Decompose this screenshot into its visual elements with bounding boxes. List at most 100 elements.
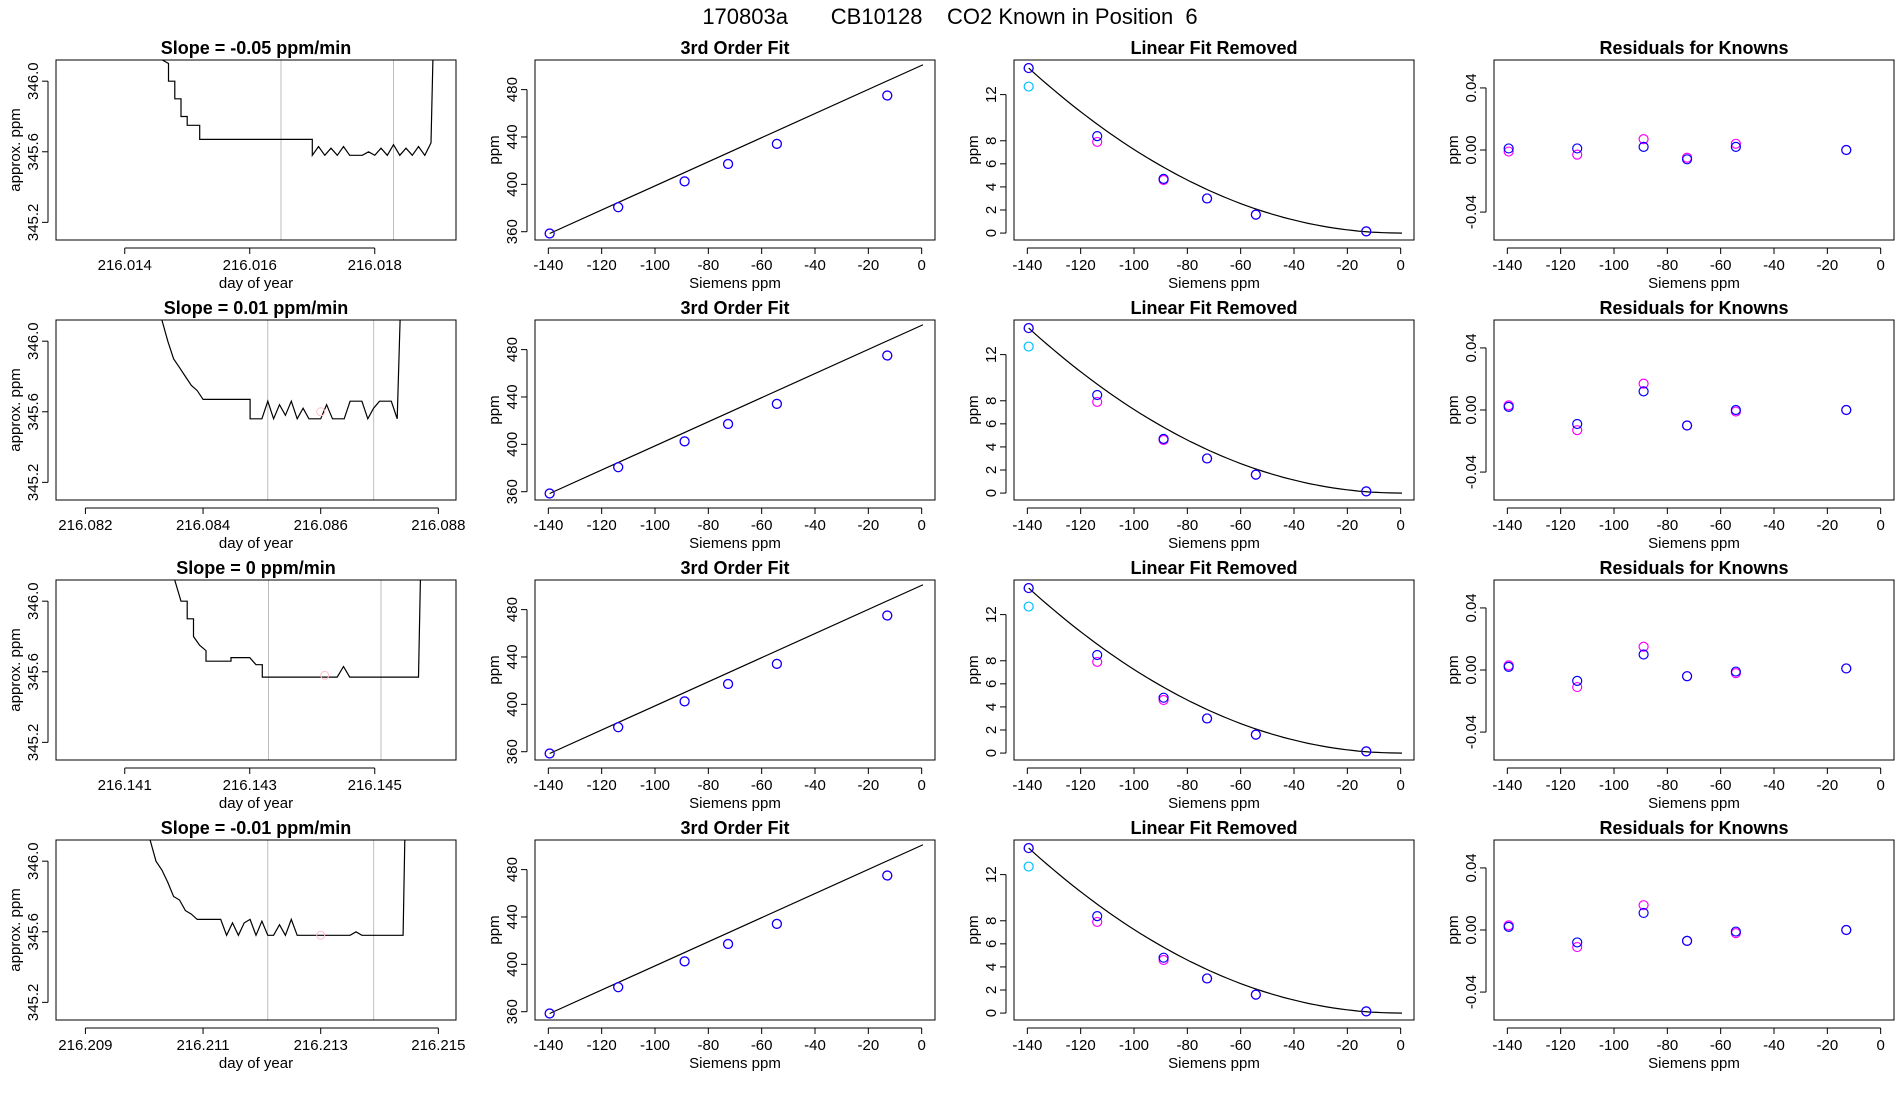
x-tick-label: -20 <box>857 257 879 274</box>
y-tick-label: 440 <box>504 904 521 929</box>
linear-panel-3: Linear Fit Removed -140 -120 -100 -80 -60 -40 -… <box>965 818 1415 1072</box>
fit-point <box>882 350 893 361</box>
magenta-point <box>1092 916 1103 928</box>
fit-curve <box>1028 67 1403 234</box>
plot-data <box>149 840 406 1020</box>
x-tick-label: -120 <box>1066 517 1096 534</box>
magenta-point <box>1730 138 1741 149</box>
blue-point <box>1023 842 1034 854</box>
y-tick-label: 346.0 <box>25 62 42 100</box>
y-tick-label: 0 <box>983 229 1000 237</box>
x-tick-label: -120 <box>1066 257 1096 274</box>
concentration-trace <box>174 580 421 678</box>
blue-point <box>1638 907 1649 919</box>
panel-title: 3rd Order Fit <box>680 818 789 838</box>
magenta-point <box>1572 425 1583 436</box>
blue-point <box>1841 663 1852 674</box>
x-tick-label: -40 <box>804 517 826 534</box>
blue-point <box>1503 143 1514 154</box>
y-tick-label: 345.2 <box>25 724 42 762</box>
x-axis-label: Siemens ppm <box>1648 535 1740 552</box>
blue-point <box>1841 404 1852 416</box>
x-tick-label: -20 <box>1336 777 1358 794</box>
time-panel-3: Slope = -0.01 ppm/min 216.209 216.211 216.2… <box>7 818 465 1072</box>
y-tick-label: 345.2 <box>25 464 42 502</box>
y-tick-label: 0.00 <box>1463 655 1480 684</box>
plot-frame <box>534 59 936 241</box>
x-tick-label: -20 <box>1336 517 1358 534</box>
y-axis-label: approx. ppm <box>7 108 24 191</box>
fit-panel-2: 3rd Order Fit -140 -120 -100 -80 -60 -40 -20 0 Si… <box>486 558 936 812</box>
blue-point <box>1201 193 1213 204</box>
panel-title: Residuals for Knowns <box>1599 818 1788 838</box>
plot-data <box>161 320 401 500</box>
x-tick-label: -140 <box>533 517 563 534</box>
plot-frame <box>55 319 457 501</box>
blue-point <box>1638 386 1649 397</box>
x-tick-label: -40 <box>804 777 826 794</box>
x-tick-label: -60 <box>1710 777 1732 794</box>
y-tick-label: -0.04 <box>1463 455 1480 489</box>
x-tick-label: -120 <box>587 257 617 274</box>
blue-point <box>1092 131 1103 142</box>
x-axis-label: Siemens ppm <box>1648 795 1740 812</box>
blue-point <box>1681 671 1693 682</box>
x-axis-label: Siemens ppm <box>689 275 781 292</box>
magenta-point <box>1092 136 1103 148</box>
y-tick-label: 4 <box>983 963 1000 971</box>
x-tick-label: -120 <box>1546 777 1576 794</box>
y-axis-label: ppm <box>486 135 503 164</box>
x-tick-label: -40 <box>804 257 826 274</box>
concentration-trace <box>162 60 434 158</box>
y-tick-label: 480 <box>504 77 521 102</box>
magenta-point <box>1638 900 1649 911</box>
plot-frame <box>1493 579 1895 761</box>
y-tick-label: 400 <box>504 692 521 717</box>
plot-frame <box>1013 319 1415 501</box>
x-axis-label: day of year <box>219 275 293 292</box>
panel-title: Linear Fit Removed <box>1130 558 1297 578</box>
x-tick-label: -140 <box>533 1037 563 1054</box>
fit-point <box>679 176 690 187</box>
y-tick-label: 12 <box>983 346 1000 363</box>
plot-frame <box>1013 579 1415 761</box>
x-tick-label: -80 <box>1176 777 1198 794</box>
x-tick-label: -20 <box>857 1037 879 1054</box>
x-tick-label: -120 <box>587 777 617 794</box>
x-tick-label: -40 <box>1763 517 1785 534</box>
fit-point <box>722 938 734 950</box>
x-tick-label: -140 <box>1012 777 1042 794</box>
fit-panel-1: 3rd Order Fit -140 -120 -100 -80 -60 -40 -20 0 Si… <box>486 298 936 552</box>
x-tick-label: -80 <box>697 257 719 274</box>
fit-line <box>549 584 924 755</box>
panel-title: Slope = 0 ppm/min <box>176 558 336 578</box>
x-tick-label: 216.016 <box>223 257 277 274</box>
blue-point <box>1250 989 1261 1000</box>
x-tick-label: -120 <box>1066 1037 1096 1054</box>
panel-title: 3rd Order Fit <box>680 298 789 318</box>
x-tick-label: -80 <box>1176 1037 1198 1054</box>
x-tick-label: -40 <box>1763 257 1785 274</box>
y-tick-label: 8 <box>983 917 1000 925</box>
x-tick-label: 216.088 <box>411 517 465 534</box>
y-tick-label: 6 <box>983 940 1000 948</box>
y-axis-label: ppm <box>486 395 503 424</box>
y-tick-label: 12 <box>983 86 1000 103</box>
x-tick-label: -60 <box>1230 1037 1252 1054</box>
x-tick-label: -80 <box>1656 777 1678 794</box>
x-axis-label: Siemens ppm <box>1648 1055 1740 1072</box>
x-tick-label: 216.018 <box>348 257 402 274</box>
x-tick-label: -60 <box>1710 257 1732 274</box>
x-tick-label: -140 <box>1492 517 1522 534</box>
blue-point <box>1250 469 1261 480</box>
fit-panel-3: 3rd Order Fit -140 -120 -100 -80 -60 -40 -20 0 Si… <box>486 818 936 1072</box>
x-tick-label: 216.215 <box>411 1037 465 1054</box>
y-tick-label: 8 <box>983 657 1000 665</box>
blue-point <box>1361 1006 1372 1017</box>
x-tick-label: -100 <box>1599 517 1629 534</box>
y-tick-label: 360 <box>504 739 521 764</box>
y-axis-label: ppm <box>1445 915 1462 944</box>
y-tick-label: 346.0 <box>25 842 42 880</box>
blue-point <box>1250 209 1261 220</box>
y-tick-label: 345.2 <box>25 204 42 242</box>
